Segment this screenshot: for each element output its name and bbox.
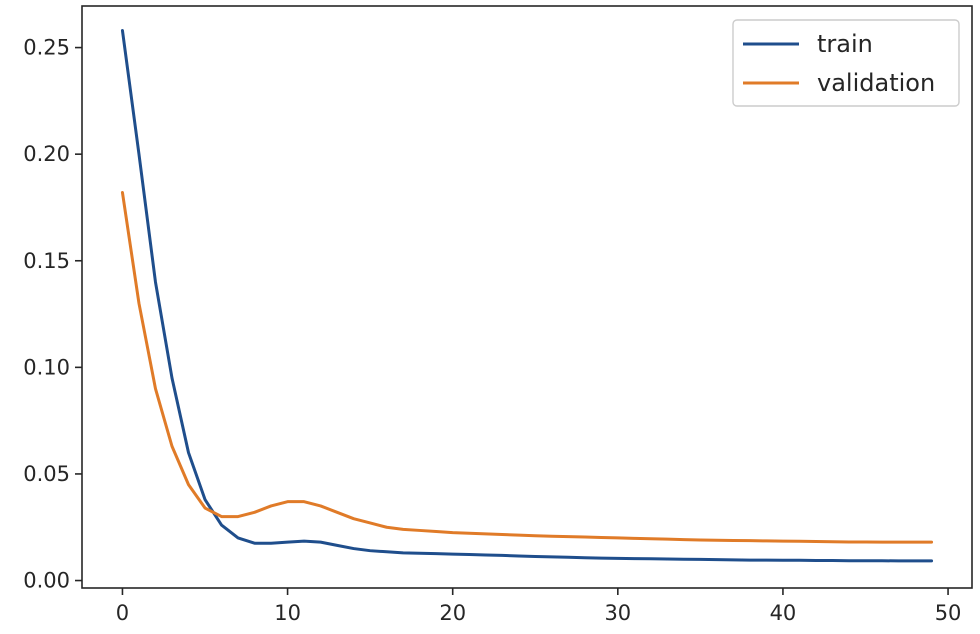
y-tick-label: 0.05 xyxy=(23,462,70,486)
x-tick-label: 50 xyxy=(935,601,962,625)
x-axis-ticks: 0 10 20 30 40 50 xyxy=(116,588,962,625)
x-tick-label: 30 xyxy=(604,601,631,625)
legend-label-validation: validation xyxy=(817,69,935,97)
y-tick-label: 0.20 xyxy=(23,142,70,166)
x-tick-label: 40 xyxy=(770,601,797,625)
legend: train validation xyxy=(732,19,960,107)
x-tick-label: 10 xyxy=(274,601,301,625)
y-axis-ticks: 0.00 0.05 0.10 0.15 0.20 0.25 xyxy=(23,36,82,593)
y-tick-label: 0.10 xyxy=(23,355,70,379)
y-tick-label: 0.00 xyxy=(23,569,70,593)
series-line-validation xyxy=(120,191,934,544)
series-layer xyxy=(120,29,934,563)
x-tick-label: 20 xyxy=(439,601,466,625)
x-tick-label: 0 xyxy=(116,601,129,625)
y-tick-label: 0.15 xyxy=(23,249,70,273)
y-tick-label: 0.25 xyxy=(23,36,70,60)
series-line-train xyxy=(120,29,934,563)
legend-label-train: train xyxy=(817,30,873,58)
